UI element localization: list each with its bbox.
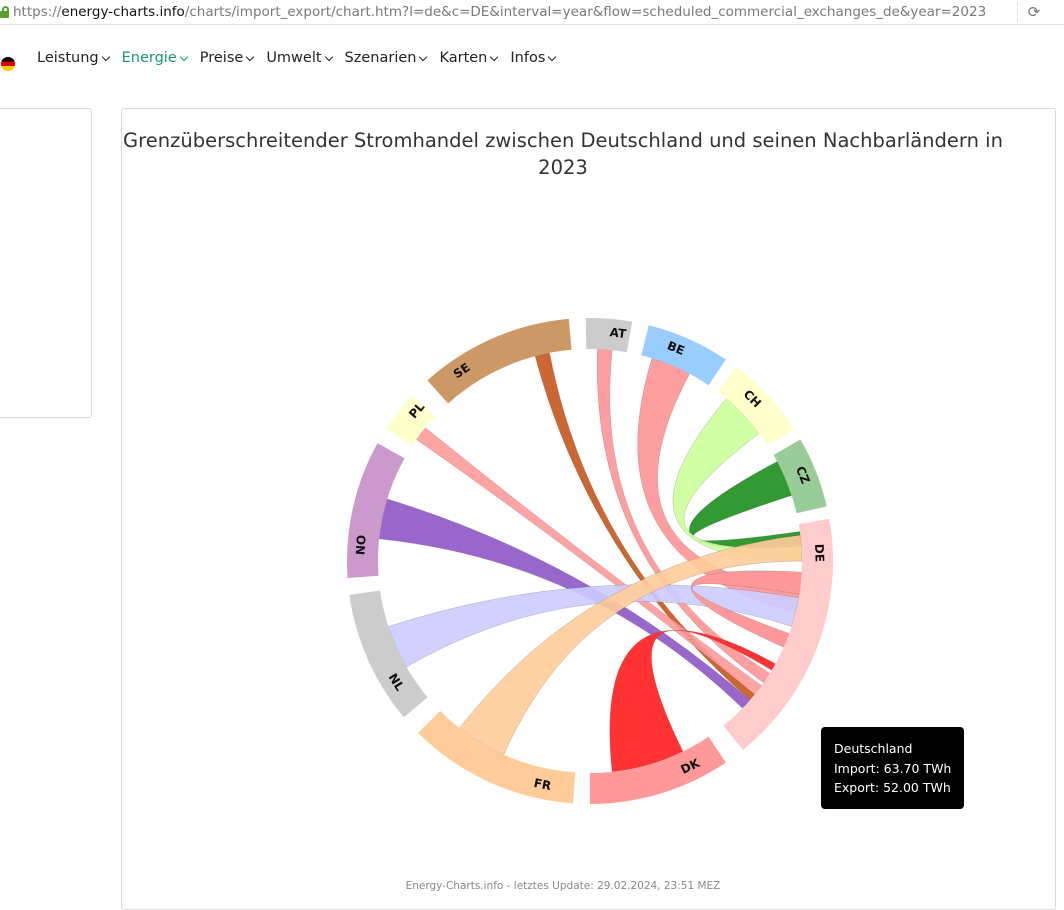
chevron-down-icon: [490, 52, 499, 61]
chevron-down-icon: [324, 52, 333, 61]
nav-item-karten[interactable]: Karten: [439, 50, 499, 66]
arc-se[interactable]: [427, 318, 572, 404]
arc-label-no: NO: [353, 534, 368, 555]
arc-at[interactable]: [585, 318, 633, 353]
nav-items: Leistung Energie Preise Umwelt Szenarien Kart…: [37, 50, 568, 66]
chevron-down-icon: [101, 52, 110, 61]
arc-be[interactable]: [641, 325, 726, 386]
nav-item-energie[interactable]: Energie: [121, 50, 188, 66]
arc-label-fr: FR: [533, 776, 553, 793]
left-panel: [0, 108, 92, 418]
arc-label-cz: CZ: [793, 464, 813, 486]
chevron-down-icon: [179, 52, 188, 61]
ribbon-nl-de[interactable]: [388, 584, 800, 668]
nav-item-label: Preise: [199, 50, 244, 66]
arc-dk[interactable]: [590, 736, 726, 804]
nav-item-umwelt[interactable]: Umwelt: [266, 50, 333, 66]
nav-item-label: Leistung: [37, 50, 99, 66]
nav-item-szenarien[interactable]: Szenarien: [344, 50, 428, 66]
chevron-down-icon: [548, 52, 557, 61]
tooltip: Deutschland Import: 63.70 TWh Export: 52…: [821, 727, 964, 809]
top-navigation: Leistung Energie Preise Umwelt Szenarien Kart…: [0, 32, 1064, 84]
chart-title: Grenzüberschreitender Stromhandel zwisch…: [123, 129, 1003, 179]
nav-item-leistung[interactable]: Leistung: [37, 50, 110, 66]
nav-item-label: Szenarien: [344, 50, 417, 66]
arc-label-de: DE: [812, 544, 827, 563]
nav-item-label: Umwelt: [266, 50, 322, 66]
arc-de[interactable]: [723, 518, 834, 750]
nav-item-preise[interactable]: Preise: [199, 50, 255, 66]
chart-panel: Grenzüberschreitender Stromhandel zwisch…: [121, 108, 1056, 910]
ribbon-fr-de[interactable]: [459, 534, 803, 755]
germany-flag-icon[interactable]: [1, 57, 15, 71]
reload-icon[interactable]: ⟳: [1017, 2, 1044, 22]
nav-item-label: Energie: [121, 50, 177, 66]
tooltip-export: Export: 52.00 TWh: [834, 780, 951, 795]
chord-ribbons: [378, 348, 803, 773]
tooltip-import: Import: 63.70 TWh: [834, 760, 952, 776]
arc-fr[interactable]: [418, 710, 576, 804]
arc-no[interactable]: [347, 443, 405, 578]
nav-item-label: Infos: [510, 50, 546, 66]
arc-label-at: AT: [609, 325, 628, 341]
arc-label-be: BE: [665, 338, 686, 357]
url-bar[interactable]: https://energy-charts.info/charts/import…: [0, 0, 1064, 25]
chevron-down-icon: [246, 52, 255, 61]
url-text[interactable]: https://energy-charts.info/charts/import…: [13, 4, 987, 20]
chevron-down-icon: [419, 52, 428, 61]
arc-ch[interactable]: [717, 366, 794, 446]
arc-pl[interactable]: [386, 395, 435, 446]
tooltip-country: Deutschland: [834, 741, 913, 756]
nav-item-infos[interactable]: Infos: [510, 50, 557, 66]
lock-icon: [0, 6, 9, 18]
chart-footer: Energy-Charts.info - letztes Update: 29.…: [405, 880, 721, 892]
arc-nl[interactable]: [349, 590, 428, 718]
arc-cz[interactable]: [773, 439, 827, 514]
nav-item-label: Karten: [439, 50, 488, 66]
